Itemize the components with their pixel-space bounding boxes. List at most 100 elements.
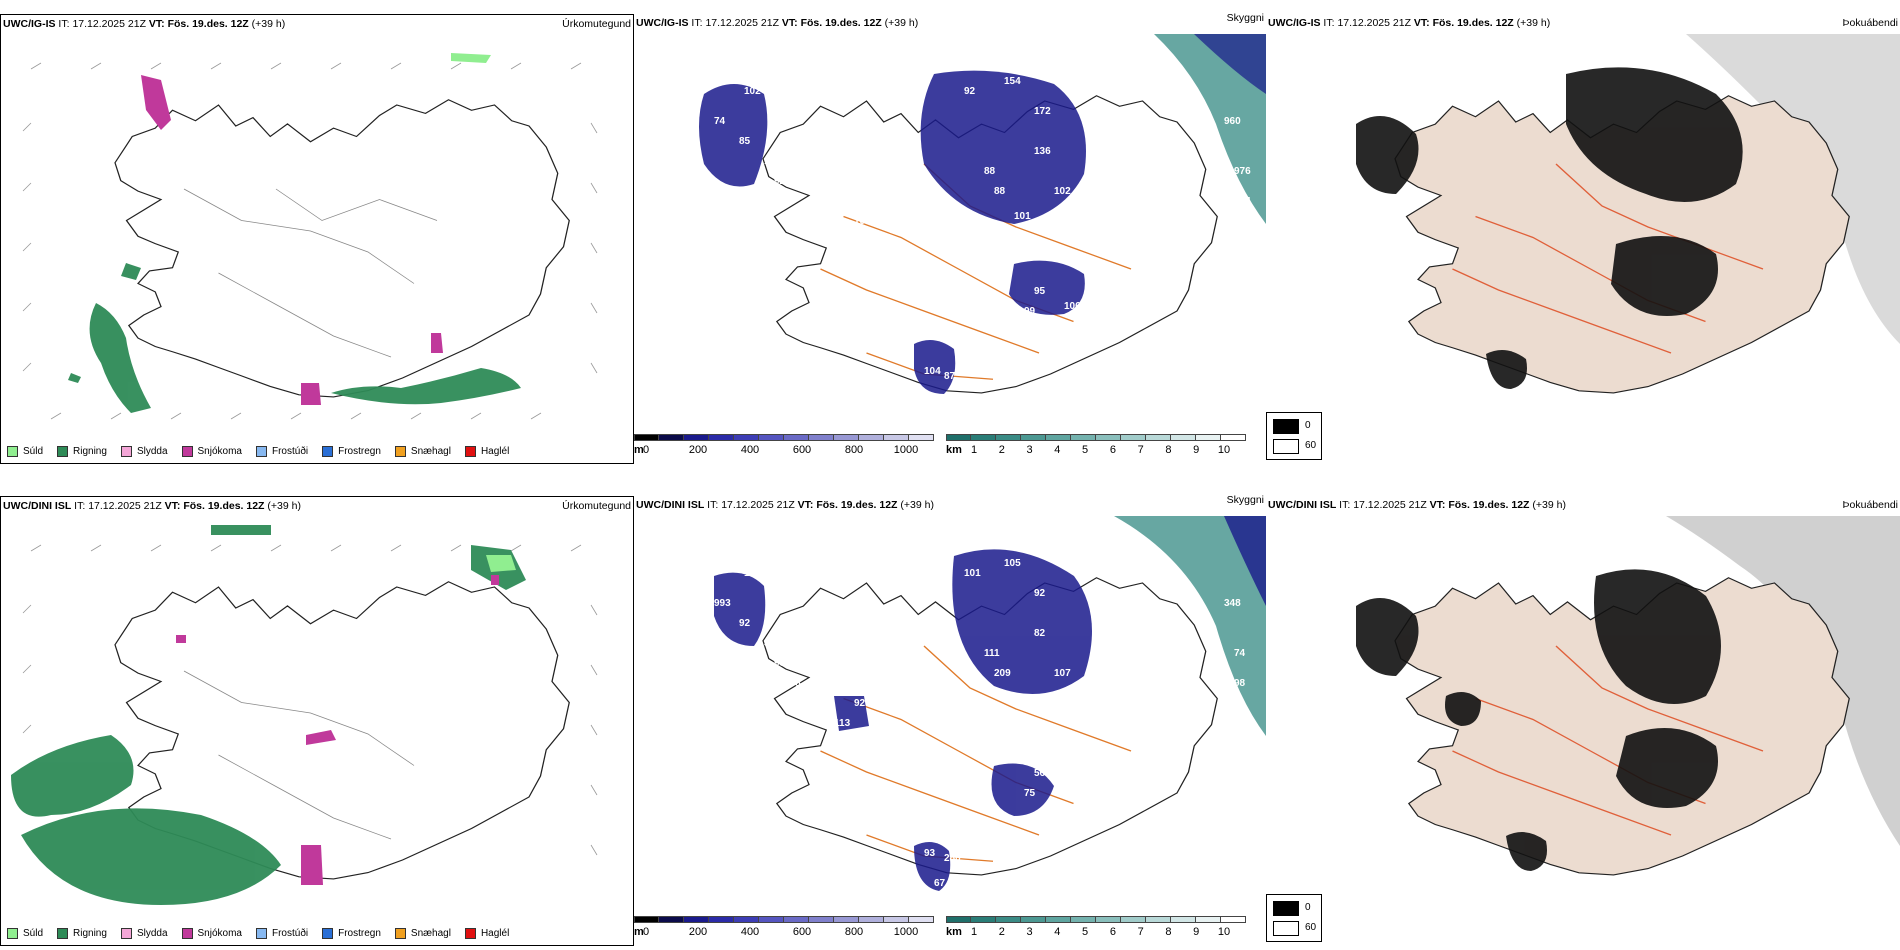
cloud-base-label: 143 <box>754 56 771 67</box>
colorbar-tick: 200 <box>688 444 708 456</box>
vt-label: VT: <box>164 500 181 512</box>
colorbar-tick: 7 <box>1137 926 1144 938</box>
vt-label: VT: <box>797 499 814 511</box>
cloud-base-label: 67 <box>934 878 946 889</box>
colorbar-cell <box>946 916 971 923</box>
colorbar-cell <box>1021 434 1046 441</box>
vt-label: VT: <box>781 17 798 29</box>
cloud-base-label: 113 <box>834 718 851 729</box>
colorbar-cell <box>759 916 784 923</box>
visibility-map: 143 102 96 74 85 102 92 94 107 87 92 88 154 172 136 102… <box>699 34 1266 407</box>
colorbar-cell <box>634 434 659 441</box>
it-value: 17.12.2025 21Z <box>72 18 146 30</box>
colorbar-cell <box>971 434 996 441</box>
cloud-areas <box>699 70 1086 394</box>
colorbar-cell <box>1046 916 1071 923</box>
cloud-base-label: 92 <box>739 618 751 629</box>
colorbar-cell <box>996 434 1021 441</box>
cloud-base-label: 47 <box>934 396 946 407</box>
vt-value: Fös. 19.des. 12Z <box>816 499 898 511</box>
cloud-base-colorbar: m 0 200 400 600 800 1000 <box>634 916 934 950</box>
visibility-panel-top: UWC/IG-IS IT: 17.12.2025 21Z VT: Fös. 19… <box>634 12 1322 464</box>
colorbar-cell <box>634 916 659 923</box>
cloud-base-label: 993 <box>714 598 731 609</box>
model-name: UWC/IG-IS <box>1268 17 1321 29</box>
colorbar-unit: km <box>946 444 962 456</box>
colorbar-cell <box>709 916 734 923</box>
cloud-base-label: 100 <box>964 226 981 237</box>
colorbar-cell <box>909 434 934 441</box>
lead-time: (+39 h) <box>900 499 934 511</box>
colorbar-cell <box>1171 434 1196 441</box>
colorbar-cell <box>659 916 684 923</box>
cloud-base-label: 151 <box>744 568 761 579</box>
legend-item: Frostúði <box>255 927 308 939</box>
colorbar-tick: 1000 <box>893 926 919 938</box>
cloud-base-label: 56 <box>1034 768 1046 779</box>
colorbar-unit: km <box>946 926 962 938</box>
colorbar-cell <box>809 916 834 923</box>
rain-areas <box>11 525 526 905</box>
cloud-base-label: 74 <box>1234 648 1246 659</box>
cloud-labels: 143 102 96 74 85 102 92 94 107 87 92 88 154 172 136 102… <box>714 56 1251 407</box>
legend-item: Frostúði <box>255 445 308 457</box>
cloud-base-label: 106 <box>1064 301 1081 312</box>
colorbar-cell <box>1046 434 1071 441</box>
precip-panel-top: UWC/IG-IS IT: 17.12.2025 21Z VT: Fös. 19… <box>0 14 634 464</box>
colorbar-cell <box>946 434 971 441</box>
cloud-base-label: 92 <box>964 86 976 97</box>
cloud-base-label: 107 <box>854 216 871 227</box>
colorbar-tick: 800 <box>844 926 864 938</box>
it-label: IT: <box>691 17 703 29</box>
vt-label: VT: <box>148 18 165 30</box>
colorbar-tick: 800 <box>844 444 864 456</box>
colorbar-cell <box>971 916 996 923</box>
panel-title: Skyggni <box>1226 12 1264 24</box>
colorbar-tick: 2 <box>998 926 1005 938</box>
legend-item: Haglél <box>464 445 509 457</box>
legend-item: Slydda <box>120 445 168 457</box>
cloud-base-label: 154 <box>1004 76 1021 87</box>
colorbar-cell <box>809 434 834 441</box>
cloud-base-label: 82 <box>1034 628 1046 639</box>
cloud-base-label: 209 <box>994 668 1011 679</box>
colorbar-cell <box>834 916 859 923</box>
colorbar-tick: 7 <box>1137 444 1144 456</box>
cloud-base-label: 94 <box>784 196 796 207</box>
cloud-base-label: 960 <box>1224 116 1241 127</box>
precip-legend: Súld Rigning Slydda Snjókoma Frostúði Fr… <box>3 922 509 944</box>
colorbar-cell <box>1171 916 1196 923</box>
cloud-base-label: 74 <box>1064 783 1076 794</box>
it-value: 17.12.2025 21Z <box>721 499 795 511</box>
cloud-base-label: 172 <box>1034 106 1051 117</box>
colorbar-tick: 600 <box>792 926 812 938</box>
colorbar-cell <box>909 916 934 923</box>
fog-legend-low: 60 <box>1305 440 1317 451</box>
precip-map <box>11 525 598 905</box>
legend-item: Haglél <box>464 927 509 939</box>
it-value: 17.12.2025 21Z <box>1353 499 1427 511</box>
colorbar-cell <box>1096 916 1121 923</box>
cloud-base-label: 92 <box>1034 588 1046 599</box>
legend-item: Frostregn <box>322 927 381 939</box>
panel-title: Úrkomutegund <box>562 500 631 512</box>
lead-time: (+39 h) <box>267 500 301 512</box>
cloud-base-label: 88 <box>984 166 996 177</box>
colorbar-tick: 600 <box>792 444 812 456</box>
colorbar-cell <box>709 434 734 441</box>
snow-areas <box>141 75 443 405</box>
lead-time: (+39 h) <box>1516 17 1551 29</box>
vt-value: Fös. 19.des. 12Z <box>183 500 265 512</box>
lead-time: (+39 h) <box>251 18 286 30</box>
colorbar-cell <box>784 916 809 923</box>
cloud-base-label: 279 <box>1074 708 1091 719</box>
visibility-panel-bottom: UWC/DINI ISL IT: 17.12.2025 21Z VT: Fös.… <box>634 494 1322 946</box>
cloud-base-label: 85 <box>1164 818 1176 829</box>
cloud-base-label: 604 <box>1234 196 1251 207</box>
snow-areas <box>176 575 499 885</box>
fog-areas <box>1356 67 1743 389</box>
cloud-base-label: 85 <box>739 136 751 147</box>
colorbar-cell <box>734 434 759 441</box>
colorbar-tick: 200 <box>688 926 708 938</box>
fog-map <box>1356 34 1900 394</box>
